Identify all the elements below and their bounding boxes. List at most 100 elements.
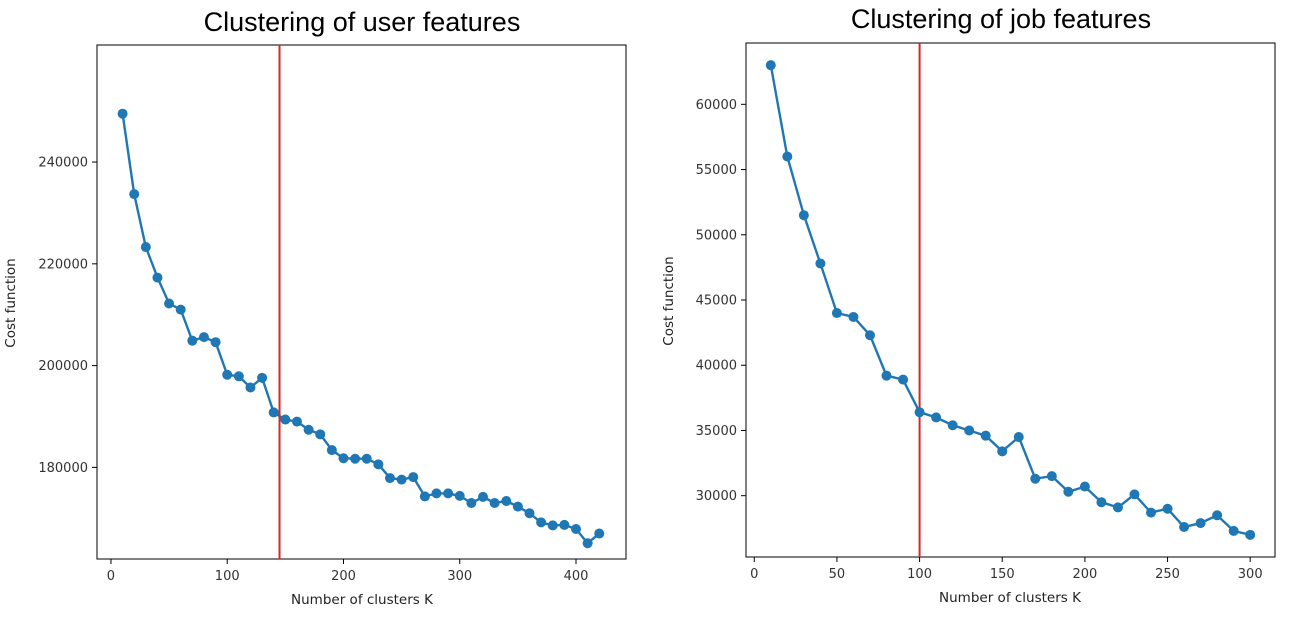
data-point <box>1013 431 1024 442</box>
data-point <box>315 429 326 440</box>
x-tick-label: 100 <box>907 567 932 582</box>
data-point <box>1046 471 1057 482</box>
data-point <box>798 210 809 221</box>
data-point <box>547 520 558 531</box>
data-point <box>1146 507 1157 518</box>
data-point <box>914 407 925 418</box>
x-tick-label: 400 <box>564 569 589 584</box>
data-point <box>898 374 909 385</box>
data-point <box>466 498 477 509</box>
data-point <box>524 508 535 519</box>
data-point <box>187 335 198 346</box>
y-tick-label: 35000 <box>696 424 737 439</box>
data-point <box>117 108 128 119</box>
data-point <box>1063 486 1074 497</box>
x-tick-label: 150 <box>990 567 1015 582</box>
data-point <box>782 151 793 162</box>
data-point <box>489 498 500 509</box>
x-tick-label: 300 <box>447 569 472 584</box>
axis-ticks: 0 50 100 150 200 250 300 30000 35000 40000 45000 50… <box>696 98 1263 582</box>
data-point <box>291 416 302 427</box>
data-point <box>1228 525 1239 536</box>
x-tick-label: 200 <box>1072 567 1097 582</box>
data-point <box>443 488 454 499</box>
y-axis-label: Cost function <box>661 256 677 345</box>
y-tick-label: 180000 <box>38 461 88 476</box>
data-point <box>815 258 826 269</box>
data-point <box>571 523 582 534</box>
plot-frame <box>745 42 1276 558</box>
data-point <box>338 453 349 464</box>
y-tick-label: 30000 <box>696 489 737 504</box>
data-point <box>384 473 395 484</box>
y-tick-label: 60000 <box>696 98 737 113</box>
data-point <box>559 519 570 530</box>
data-point <box>350 453 361 464</box>
data-point <box>831 308 842 319</box>
data-point <box>245 382 256 393</box>
data-point <box>454 490 465 501</box>
series-line <box>769 64 1251 536</box>
axis-ticks: 0 100 200 300 400 180000 200000 220000 240000 <box>38 156 588 584</box>
data-point <box>997 446 1008 457</box>
user-features-chart: Clustering of user features Number of cl… <box>3 7 627 608</box>
data-point <box>1079 481 1090 492</box>
data-point <box>129 189 140 200</box>
data-point <box>536 517 547 528</box>
data-point <box>175 304 186 315</box>
data-point <box>280 414 291 425</box>
plot-marks <box>117 45 605 559</box>
chart-title: Clustering of user features <box>204 7 521 37</box>
y-axis-label: Cost function <box>3 258 19 347</box>
data-point <box>881 370 892 381</box>
data-point <box>582 538 593 549</box>
y-tick-label: 200000 <box>38 359 88 374</box>
data-point <box>198 332 209 343</box>
x-tick-label: 0 <box>107 569 115 584</box>
data-point <box>501 495 512 506</box>
data-point <box>326 445 337 456</box>
data-point <box>361 453 372 464</box>
data-point <box>233 371 244 382</box>
x-tick-label: 50 <box>829 567 846 582</box>
data-point <box>140 242 151 253</box>
data-point <box>1096 497 1107 508</box>
x-tick-label: 0 <box>750 567 758 582</box>
job-features-chart: Clustering of job features Number of clu… <box>661 4 1276 606</box>
y-tick-label: 50000 <box>696 228 737 243</box>
plot-frame <box>96 44 627 560</box>
chart-title: Clustering of job features <box>851 4 1151 34</box>
x-tick-label: 300 <box>1238 567 1263 582</box>
series-line <box>121 113 601 545</box>
data-point <box>152 272 163 283</box>
data-point <box>1195 518 1206 529</box>
data-point <box>980 430 991 441</box>
data-point <box>1030 473 1041 484</box>
data-point <box>431 488 442 499</box>
y-tick-label: 240000 <box>38 156 88 171</box>
data-point <box>257 372 268 383</box>
x-axis-label: Number of clusters K <box>291 592 434 608</box>
data-point <box>512 501 523 512</box>
data-point <box>1162 503 1173 514</box>
y-tick-label: 220000 <box>38 257 88 272</box>
plot-marks <box>765 43 1256 557</box>
x-tick-label: 100 <box>215 569 240 584</box>
data-point <box>210 337 221 348</box>
x-tick-label: 200 <box>331 569 356 584</box>
data-point <box>1245 529 1256 540</box>
x-axis-label: Number of clusters K <box>939 590 1082 606</box>
x-tick-label: 250 <box>1155 567 1180 582</box>
data-point <box>222 369 233 380</box>
y-tick-label: 45000 <box>696 294 737 309</box>
data-point <box>477 491 488 502</box>
data-point <box>1129 489 1140 500</box>
y-tick-label: 55000 <box>696 163 737 178</box>
data-point <box>594 528 605 539</box>
data-point <box>765 60 776 71</box>
data-point <box>964 425 975 436</box>
data-point <box>396 474 407 485</box>
data-point <box>303 424 314 435</box>
data-point <box>931 412 942 423</box>
